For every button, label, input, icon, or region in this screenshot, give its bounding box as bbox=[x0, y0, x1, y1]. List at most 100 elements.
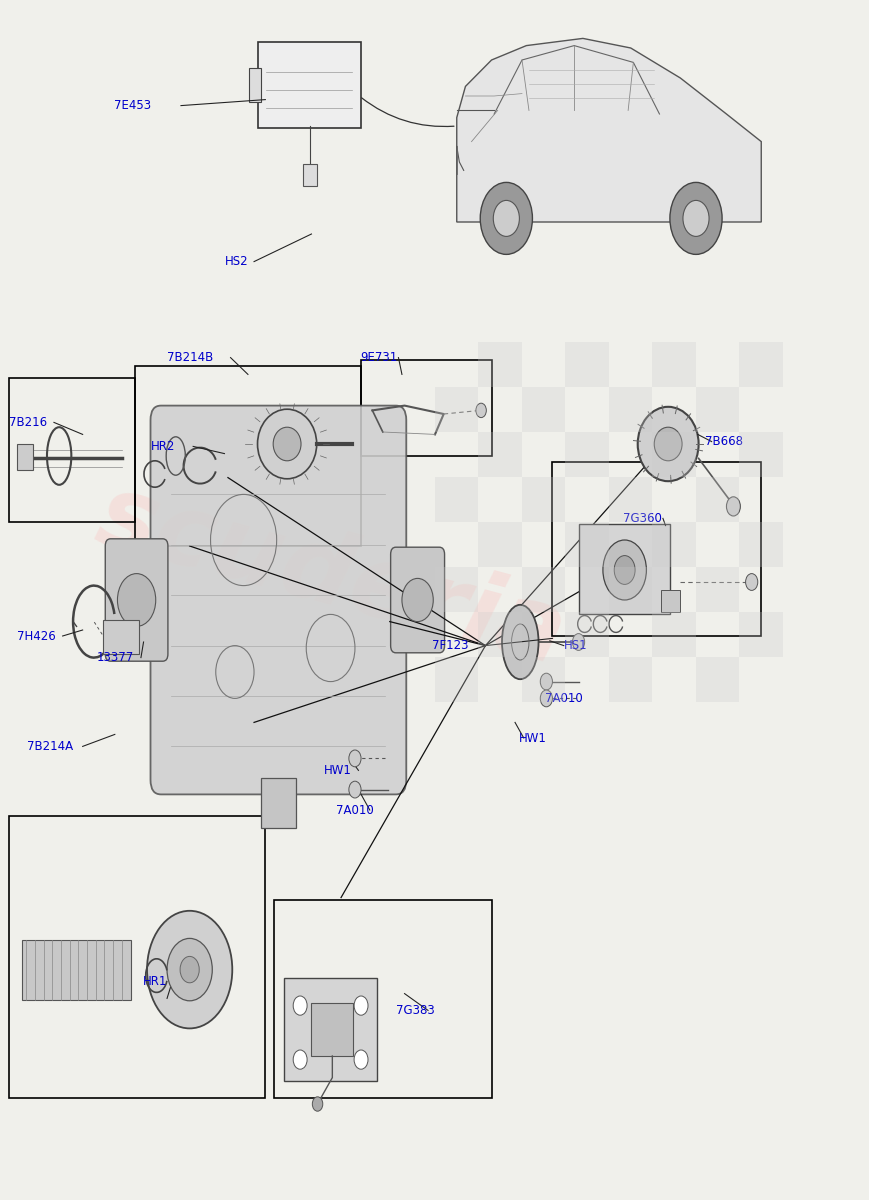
Circle shape bbox=[540, 673, 552, 690]
Ellipse shape bbox=[273, 427, 301, 461]
FancyBboxPatch shape bbox=[105, 539, 168, 661]
Text: HR1: HR1 bbox=[143, 976, 167, 988]
Circle shape bbox=[480, 182, 532, 254]
Bar bbox=[434, 386, 478, 432]
Bar bbox=[652, 432, 695, 476]
Bar bbox=[9, 378, 135, 522]
Bar bbox=[608, 658, 652, 702]
Bar bbox=[135, 366, 361, 546]
Bar bbox=[652, 342, 695, 386]
Circle shape bbox=[614, 556, 634, 584]
Text: 7A010: 7A010 bbox=[335, 804, 374, 816]
Bar bbox=[22, 940, 130, 1000]
Bar bbox=[434, 476, 478, 522]
Circle shape bbox=[745, 574, 757, 590]
Bar bbox=[660, 590, 680, 612]
Bar bbox=[739, 342, 782, 386]
Bar bbox=[17, 444, 33, 470]
Bar bbox=[521, 658, 565, 702]
Bar bbox=[608, 386, 652, 432]
Bar bbox=[261, 778, 295, 828]
Text: HW1: HW1 bbox=[518, 732, 546, 744]
Text: scuderia: scuderia bbox=[86, 467, 574, 685]
Text: HS1: HS1 bbox=[563, 640, 587, 652]
Circle shape bbox=[682, 200, 708, 236]
Bar bbox=[478, 342, 521, 386]
Ellipse shape bbox=[180, 956, 199, 983]
Bar bbox=[103, 620, 139, 654]
Text: HR2: HR2 bbox=[151, 440, 176, 452]
Circle shape bbox=[602, 540, 646, 600]
Circle shape bbox=[401, 578, 433, 622]
Text: 7H426: 7H426 bbox=[17, 630, 56, 642]
FancyBboxPatch shape bbox=[390, 547, 444, 653]
FancyBboxPatch shape bbox=[150, 406, 406, 794]
Circle shape bbox=[572, 634, 584, 650]
Bar bbox=[652, 522, 695, 566]
Text: 7G383: 7G383 bbox=[396, 1004, 434, 1016]
Circle shape bbox=[354, 996, 368, 1015]
Bar bbox=[565, 522, 608, 566]
Bar bbox=[478, 522, 521, 566]
Text: 7B216: 7B216 bbox=[9, 416, 47, 428]
Circle shape bbox=[540, 690, 552, 707]
Bar bbox=[739, 612, 782, 658]
Bar bbox=[565, 612, 608, 658]
FancyBboxPatch shape bbox=[284, 978, 376, 1081]
Circle shape bbox=[348, 781, 361, 798]
Ellipse shape bbox=[637, 407, 698, 481]
Circle shape bbox=[493, 200, 519, 236]
Circle shape bbox=[669, 182, 721, 254]
Bar bbox=[434, 658, 478, 702]
Text: 7B668: 7B668 bbox=[704, 436, 742, 448]
Bar bbox=[565, 432, 608, 476]
Ellipse shape bbox=[167, 938, 212, 1001]
Text: 7F123: 7F123 bbox=[432, 640, 468, 652]
Polygon shape bbox=[456, 38, 760, 222]
Ellipse shape bbox=[147, 911, 232, 1028]
Text: 7B214B: 7B214B bbox=[166, 352, 213, 364]
Ellipse shape bbox=[257, 409, 316, 479]
Bar bbox=[695, 658, 739, 702]
Circle shape bbox=[475, 403, 486, 418]
Text: 9E731: 9E731 bbox=[360, 352, 396, 364]
Bar bbox=[695, 386, 739, 432]
Bar bbox=[695, 566, 739, 612]
Bar bbox=[521, 566, 565, 612]
Bar bbox=[434, 566, 478, 612]
Circle shape bbox=[354, 1050, 368, 1069]
Bar bbox=[552, 462, 760, 636]
Circle shape bbox=[293, 1050, 307, 1069]
Bar bbox=[521, 386, 565, 432]
Circle shape bbox=[293, 996, 307, 1015]
Text: HS2: HS2 bbox=[224, 256, 249, 268]
Bar bbox=[608, 566, 652, 612]
Bar bbox=[9, 816, 265, 1098]
Bar bbox=[361, 360, 491, 456]
Bar bbox=[478, 432, 521, 476]
Text: 7E453: 7E453 bbox=[114, 100, 150, 112]
Bar bbox=[608, 476, 652, 522]
Bar bbox=[311, 1003, 353, 1056]
Text: HW1: HW1 bbox=[323, 764, 351, 776]
Bar bbox=[695, 476, 739, 522]
Bar bbox=[521, 476, 565, 522]
Bar bbox=[652, 612, 695, 658]
Bar bbox=[739, 522, 782, 566]
Bar bbox=[274, 900, 491, 1098]
Bar bbox=[565, 342, 608, 386]
Circle shape bbox=[312, 1097, 322, 1111]
Ellipse shape bbox=[653, 427, 681, 461]
Circle shape bbox=[726, 497, 740, 516]
Circle shape bbox=[117, 574, 156, 626]
Bar bbox=[739, 432, 782, 476]
Bar bbox=[302, 164, 316, 186]
Text: 7B214A: 7B214A bbox=[27, 740, 74, 752]
Ellipse shape bbox=[501, 605, 538, 679]
FancyBboxPatch shape bbox=[257, 42, 361, 128]
Text: 7A010: 7A010 bbox=[544, 692, 582, 704]
Bar bbox=[249, 68, 261, 102]
Bar bbox=[578, 524, 669, 614]
Bar bbox=[478, 612, 521, 658]
Text: 13377: 13377 bbox=[96, 652, 133, 664]
